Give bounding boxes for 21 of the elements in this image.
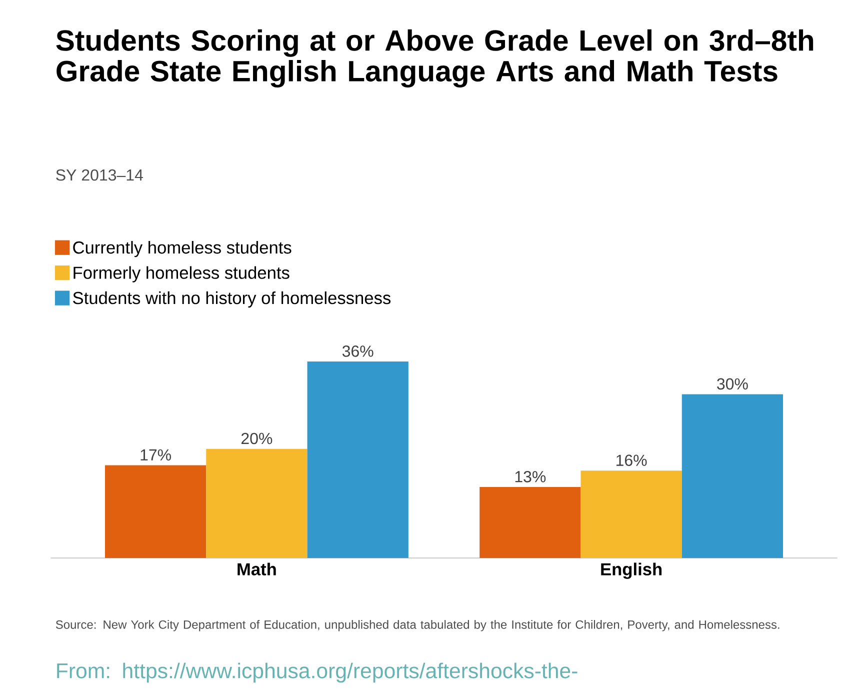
legend-label: Formerly homeless students bbox=[74, 266, 290, 282]
bar bbox=[104, 465, 206, 558]
bar bbox=[682, 394, 784, 558]
bar bbox=[580, 470, 682, 558]
data-label: 16% bbox=[616, 454, 647, 466]
bar bbox=[480, 487, 581, 558]
chart-title: Students Scoring at or Above Grade Level on 3rd–8th Grade State English Language Arts and Math Tests bbox=[56, 29, 814, 88]
data-label: 13% bbox=[515, 471, 546, 482]
bar bbox=[206, 448, 308, 558]
source-note: Source: New York City Department of Education, unpublished data tabulated by the Institute for Children, Poverty, and Homelessness. bbox=[56, 620, 780, 632]
legend-label: Currently homeless students bbox=[73, 240, 292, 258]
bar bbox=[307, 362, 408, 558]
data-label: 30% bbox=[717, 378, 748, 390]
x-tick-label: Math bbox=[238, 562, 276, 576]
data-label: 20% bbox=[241, 432, 272, 444]
text: From: https://www.icphusa.org/reports/aftershocks-the- bbox=[57, 662, 578, 683]
data-label: 36% bbox=[342, 346, 374, 357]
chart-subtitle: SY 2013–14 bbox=[56, 169, 143, 181]
x-tick-label: English bbox=[601, 562, 662, 579]
data-label: 17% bbox=[140, 449, 171, 461]
legend-label: Students with no history of homelessness bbox=[73, 291, 391, 308]
